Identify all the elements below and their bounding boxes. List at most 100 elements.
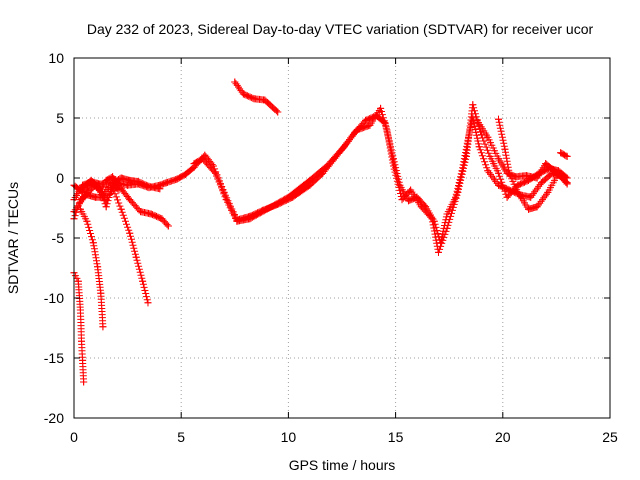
data-point (486, 152, 494, 160)
data-point (132, 253, 140, 261)
data-point (443, 210, 451, 218)
y-tick-label: -15 (44, 350, 64, 366)
data-point (389, 162, 397, 170)
grid-layer (74, 58, 610, 418)
series-markers (70, 269, 88, 386)
data-point (306, 176, 314, 184)
x-tick-label: 5 (177, 429, 185, 445)
data-point (462, 152, 470, 160)
data-point (181, 170, 189, 178)
data-point (323, 162, 331, 170)
data-point (473, 116, 481, 124)
data-point (97, 289, 105, 297)
data-point (533, 174, 541, 182)
series-markers (495, 115, 571, 213)
data-point (91, 193, 99, 201)
data-point (383, 126, 391, 134)
data-point (563, 180, 571, 188)
data-point (139, 277, 147, 285)
y-tick-label: 5 (56, 110, 64, 126)
y-tick-label: -10 (44, 290, 64, 306)
data-point (164, 222, 172, 230)
x-axis-label: GPS time / hours (289, 457, 396, 473)
data-point (78, 337, 86, 345)
data-point (239, 90, 247, 98)
data-point (156, 185, 164, 193)
data-point (147, 210, 155, 218)
data-point (503, 193, 511, 201)
data-point (366, 121, 374, 129)
series-main-trace-b (190, 101, 571, 256)
data-point (362, 116, 370, 124)
data-point (136, 208, 144, 216)
x-tick-label: 25 (602, 429, 618, 445)
y-tick-label: -20 (44, 410, 64, 426)
data-point (250, 95, 258, 103)
series-main-trace-a (70, 112, 567, 247)
data-point (87, 176, 95, 184)
data-point (389, 155, 397, 163)
data-point (76, 196, 84, 204)
data-point (83, 217, 91, 225)
data-point (115, 186, 123, 194)
data-point (428, 215, 436, 223)
data-point (231, 78, 239, 86)
data-point (117, 174, 125, 182)
chart-title: Day 232 of 2023, Sidereal Day-to-day VTE… (87, 21, 594, 37)
y-axis-label: SDTVAR / TECUs (5, 182, 21, 294)
data-point (96, 185, 104, 193)
data-point (199, 155, 207, 163)
data-point (398, 196, 406, 204)
data-point (550, 167, 558, 175)
data-point (145, 182, 153, 190)
data-point (76, 306, 84, 314)
data-point (454, 188, 462, 196)
data-point (525, 205, 533, 213)
y-tick-label: -5 (52, 230, 65, 246)
data-point (117, 205, 125, 213)
data-point (76, 205, 84, 213)
data-point (102, 203, 110, 211)
data-point (544, 188, 552, 196)
data-point (522, 172, 530, 180)
data-point (563, 152, 571, 160)
series-markers (231, 78, 282, 116)
y-tick-label: 0 (56, 170, 64, 186)
series-upper-fragment (231, 78, 282, 116)
series-end-fragment (557, 149, 571, 160)
data-point (158, 215, 166, 223)
data-point (434, 248, 442, 256)
data-point (83, 191, 91, 199)
series-falling-arc-3 (109, 184, 152, 307)
data-point (79, 184, 87, 192)
data-point (338, 145, 346, 153)
data-point (484, 133, 492, 141)
data-point (261, 96, 269, 104)
data-point (542, 160, 550, 168)
data-point (417, 203, 425, 211)
data-point (469, 101, 477, 109)
x-tick-label: 0 (70, 429, 78, 445)
x-tick-label: 15 (388, 429, 404, 445)
data-point (527, 193, 535, 201)
data-point (126, 229, 134, 237)
data-point (274, 108, 282, 116)
data-point (505, 169, 513, 177)
series-late-trace (495, 115, 571, 213)
data-point (74, 277, 82, 285)
data-point (263, 205, 271, 213)
data-point (557, 149, 565, 157)
series-falling-arc-2 (76, 205, 107, 331)
data-point (80, 378, 88, 386)
data-point (443, 224, 451, 232)
data-point (109, 173, 117, 181)
data-point (377, 104, 385, 112)
data-point (144, 299, 152, 307)
data-point (94, 263, 102, 271)
data-point (284, 193, 292, 201)
data-point (407, 186, 415, 194)
series-markers (76, 205, 107, 331)
data-point (134, 178, 142, 186)
